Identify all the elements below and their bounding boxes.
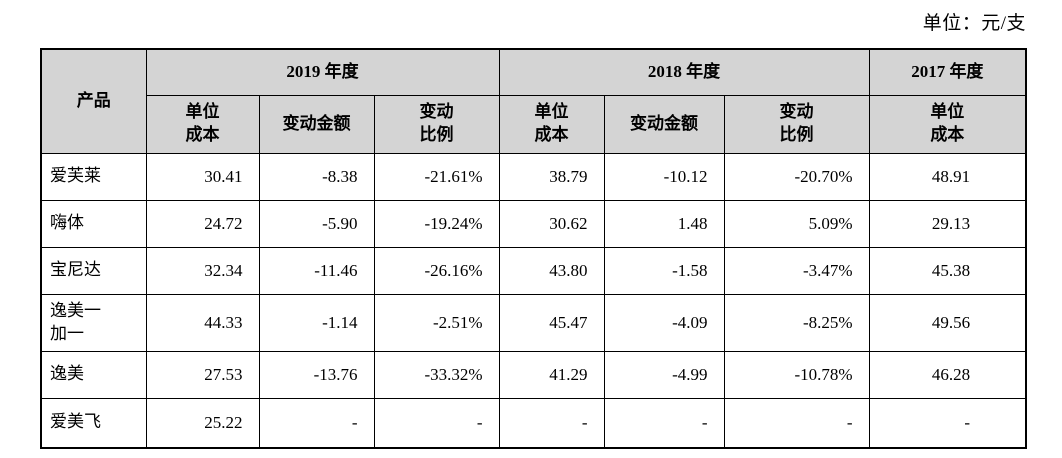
value-cell: -8.25% xyxy=(723,293,870,352)
value-cell: 38.79 xyxy=(498,152,605,201)
value-cell: -33.32% xyxy=(373,350,500,399)
table-row-aifulai: 爱芙莱 30.41 -8.38 -21.61% 38.79 -10.12 -20… xyxy=(40,152,1027,201)
value-cell: 29.13 xyxy=(868,199,1027,248)
value-cell: -3.47% xyxy=(723,246,870,295)
value-cell: 5.09% xyxy=(723,199,870,248)
value-cell: 49.56 xyxy=(868,293,1027,352)
value-cell: -2.51% xyxy=(373,293,500,352)
value-cell: -4.99 xyxy=(603,350,725,399)
product-cell: 逸美一 加一 xyxy=(40,293,147,352)
value-cell: -10.78% xyxy=(723,350,870,399)
value-cell: - xyxy=(258,397,375,449)
header-change-amount-2018: 变动金额 xyxy=(603,94,725,154)
value-cell: -5.90 xyxy=(258,199,375,248)
value-cell: 44.33 xyxy=(145,293,260,352)
value-cell: 30.62 xyxy=(498,199,605,248)
value-cell: -20.70% xyxy=(723,152,870,201)
value-cell: 24.72 xyxy=(145,199,260,248)
header-change-amount-2019: 变动金额 xyxy=(258,94,375,154)
header-change-ratio-2018: 变动 比例 xyxy=(723,94,870,154)
value-cell: - xyxy=(868,397,1027,449)
value-cell: -8.38 xyxy=(258,152,375,201)
value-cell: -1.14 xyxy=(258,293,375,352)
value-cell: 43.80 xyxy=(498,246,605,295)
value-cell: 1.48 xyxy=(603,199,725,248)
header-unit-cost-2018: 单位 成本 xyxy=(498,94,605,154)
value-cell: -26.16% xyxy=(373,246,500,295)
value-cell: -10.12 xyxy=(603,152,725,201)
table-row-yimei: 逸美 27.53 -13.76 -33.32% 41.29 -4.99 -10.… xyxy=(40,350,1027,399)
value-cell: -4.09 xyxy=(603,293,725,352)
value-cell: -11.46 xyxy=(258,246,375,295)
unit-cost-table: 产品 2019 年度 2018 年度 2017 年度 单位 成本 变动金额 变动… xyxy=(40,48,1028,449)
product-cell: 爱美飞 xyxy=(40,397,147,449)
value-cell: 27.53 xyxy=(145,350,260,399)
value-cell: - xyxy=(723,397,870,449)
header-row-subcolumns: 单位 成本 变动金额 变动 比例 单位 成本 变动金额 变动 比例 单位 成本 xyxy=(41,94,1027,154)
product-cell: 逸美 xyxy=(40,350,147,399)
value-cell: -13.76 xyxy=(258,350,375,399)
value-cell: 46.28 xyxy=(868,350,1027,399)
value-cell: 32.34 xyxy=(145,246,260,295)
product-cell: 嗨体 xyxy=(40,199,147,248)
value-cell: - xyxy=(373,397,500,449)
table-row-yimeiyijiayi: 逸美一 加一 44.33 -1.14 -2.51% 45.47 -4.09 -8… xyxy=(40,293,1027,352)
table-row-baonida: 宝尼达 32.34 -11.46 -26.16% 43.80 -1.58 -3.… xyxy=(40,246,1027,295)
header-row-year-groups: 产品 2019 年度 2018 年度 2017 年度 xyxy=(40,48,1027,154)
header-product: 产品 xyxy=(40,48,147,154)
value-cell: 48.91 xyxy=(868,152,1027,201)
value-cell: 45.47 xyxy=(498,293,605,352)
value-cell: 41.29 xyxy=(498,350,605,399)
header-year-2018: 2018 年度 xyxy=(498,48,870,96)
value-cell: 30.41 xyxy=(145,152,260,201)
value-cell: -1.58 xyxy=(603,246,725,295)
header-year-2019: 2019 年度 xyxy=(145,48,500,96)
header-unit-cost-2017: 单位 成本 xyxy=(868,94,1027,154)
product-cell: 爱芙莱 xyxy=(40,152,147,201)
table-row-haiti: 嗨体 24.72 -5.90 -19.24% 30.62 1.48 5.09% … xyxy=(40,199,1027,248)
product-cell: 宝尼达 xyxy=(40,246,147,295)
value-cell: -21.61% xyxy=(373,152,500,201)
header-change-ratio-2019: 变动 比例 xyxy=(373,94,500,154)
value-cell: 25.22 xyxy=(145,397,260,449)
header-year-2017: 2017 年度 xyxy=(868,48,1027,96)
table-row-aimeifei: 爱美飞 25.22 - - - - - - xyxy=(40,397,1027,449)
header-unit-cost-2019: 单位 成本 xyxy=(145,94,260,154)
value-cell: - xyxy=(498,397,605,449)
value-cell: -19.24% xyxy=(373,199,500,248)
value-cell: - xyxy=(603,397,725,449)
value-cell: 45.38 xyxy=(868,246,1027,295)
unit-note: 单位：元/支 xyxy=(922,13,1026,34)
